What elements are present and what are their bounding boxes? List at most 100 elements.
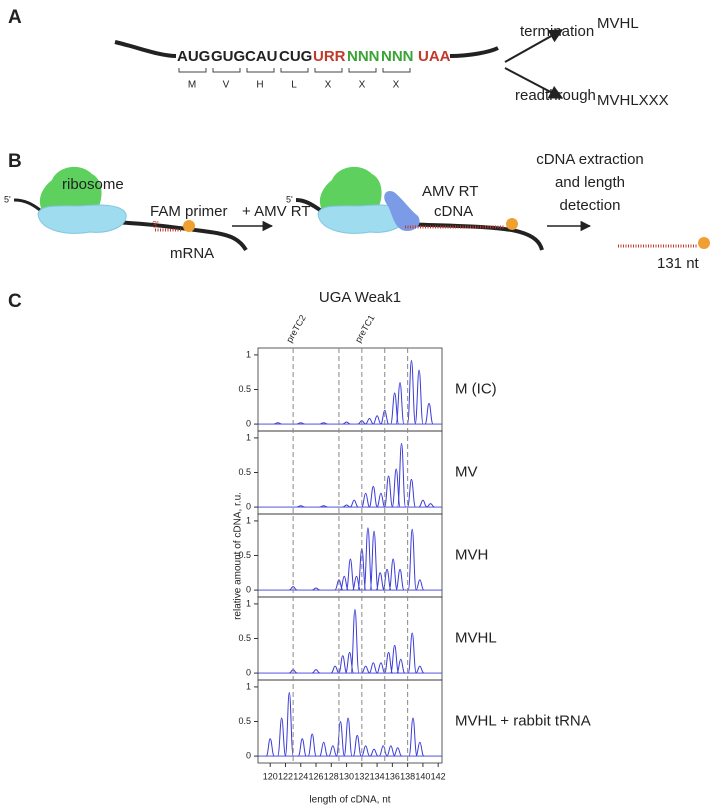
peak	[406, 359, 416, 425]
peak	[415, 741, 425, 757]
codon-brackets	[178, 68, 411, 73]
label: 131 nt	[657, 255, 700, 272]
codon: UAA	[418, 48, 451, 65]
mrna-strand	[114, 40, 177, 58]
amino-acid: X	[325, 80, 332, 91]
peak	[335, 720, 345, 757]
codon: URR	[313, 48, 346, 65]
peak	[319, 505, 328, 508]
peak	[284, 691, 294, 757]
label: 5'	[286, 194, 293, 204]
y-tick-label: 0.5	[238, 550, 251, 560]
arrow	[504, 29, 564, 63]
codon: GUG	[211, 48, 245, 65]
panel-label: B	[8, 151, 22, 172]
y-tick-label: 0	[246, 418, 251, 428]
y-tick-label: 0	[246, 501, 251, 511]
x-tick-label: 140	[415, 771, 430, 781]
peak	[338, 655, 348, 674]
peak	[415, 579, 425, 591]
peak	[388, 558, 398, 591]
x-tick-label: 130	[339, 771, 354, 781]
peak	[376, 492, 386, 508]
peak	[296, 422, 305, 425]
peak	[361, 665, 370, 674]
row-label: MV	[455, 463, 478, 480]
row-label: M (IC)	[455, 380, 497, 397]
peak	[384, 651, 394, 674]
peak	[297, 738, 307, 757]
peak	[345, 651, 355, 674]
label: detection	[560, 197, 621, 214]
amino-acid: X	[393, 80, 400, 91]
peak	[273, 422, 282, 425]
y-axis-label: relative amount of cDNA, r.u.	[233, 492, 244, 620]
peak	[307, 733, 317, 757]
label: ribosome	[62, 176, 124, 193]
x-tick-label: 132	[354, 771, 369, 781]
peak	[415, 665, 425, 674]
peak	[339, 575, 349, 591]
label: 3'	[152, 219, 159, 229]
peak	[319, 741, 329, 757]
peak	[390, 644, 400, 674]
peak	[424, 402, 434, 425]
peak	[343, 717, 353, 757]
peak	[352, 734, 362, 757]
peak	[350, 608, 360, 674]
peak	[296, 505, 305, 508]
codon: CAU	[245, 48, 278, 65]
arrow	[504, 67, 564, 99]
peak	[342, 504, 351, 508]
peak	[414, 369, 424, 425]
peak	[350, 499, 359, 508]
codon: NNN	[347, 48, 380, 65]
peak	[408, 717, 418, 757]
peak	[378, 745, 388, 757]
label: cDNA	[434, 203, 473, 220]
peak	[406, 478, 416, 508]
codon: AUG	[177, 48, 210, 65]
codon: NNN	[381, 48, 414, 65]
label: mRNA	[170, 245, 214, 262]
y-tick-label: 1	[246, 681, 251, 691]
peak	[342, 421, 351, 425]
peak	[372, 415, 382, 425]
peak	[351, 575, 361, 591]
peak	[319, 422, 328, 425]
y-tick-label: 1	[246, 515, 251, 525]
x-tick-label: 128	[324, 771, 339, 781]
label: termination	[520, 23, 594, 40]
peak	[393, 747, 402, 757]
label: + AMV RT	[242, 203, 311, 220]
panel-label: A	[8, 7, 22, 28]
y-tick-label: 0.5	[238, 384, 251, 394]
step-text: cDNA extraction and length detection	[536, 151, 644, 214]
chart-title: UGA Weak1	[319, 289, 401, 306]
peak	[328, 745, 338, 757]
panel-label: C	[8, 291, 22, 312]
x-tick-label: 126	[309, 771, 324, 781]
row-label: MVHL + rabbit tRNA	[455, 712, 591, 729]
amino-acid: L	[291, 80, 297, 91]
y-tick-label: 1	[246, 349, 251, 359]
y-tick-label: 0.5	[238, 633, 251, 643]
peak	[330, 665, 340, 674]
fam-label	[698, 237, 710, 249]
peak	[395, 382, 405, 425]
peak	[311, 669, 321, 674]
x-tick-label: 120	[263, 771, 278, 781]
x-tick-label: 124	[293, 771, 308, 781]
peak	[407, 528, 417, 591]
row-label: MVHL	[455, 629, 497, 646]
y-tick-label: 1	[246, 598, 251, 608]
peak	[426, 503, 435, 508]
peak	[369, 748, 379, 757]
peak	[384, 475, 394, 508]
label: AMV RT	[422, 183, 478, 200]
annotation: preTC1	[353, 313, 377, 344]
peak	[345, 558, 355, 591]
amino-acid: M	[188, 80, 196, 91]
x-tick-label: 142	[431, 771, 446, 781]
